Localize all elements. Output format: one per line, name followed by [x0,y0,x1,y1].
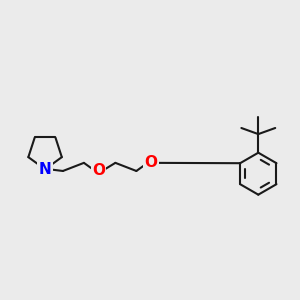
Text: O: O [145,155,158,170]
Text: N: N [39,162,52,177]
Text: O: O [92,164,105,178]
